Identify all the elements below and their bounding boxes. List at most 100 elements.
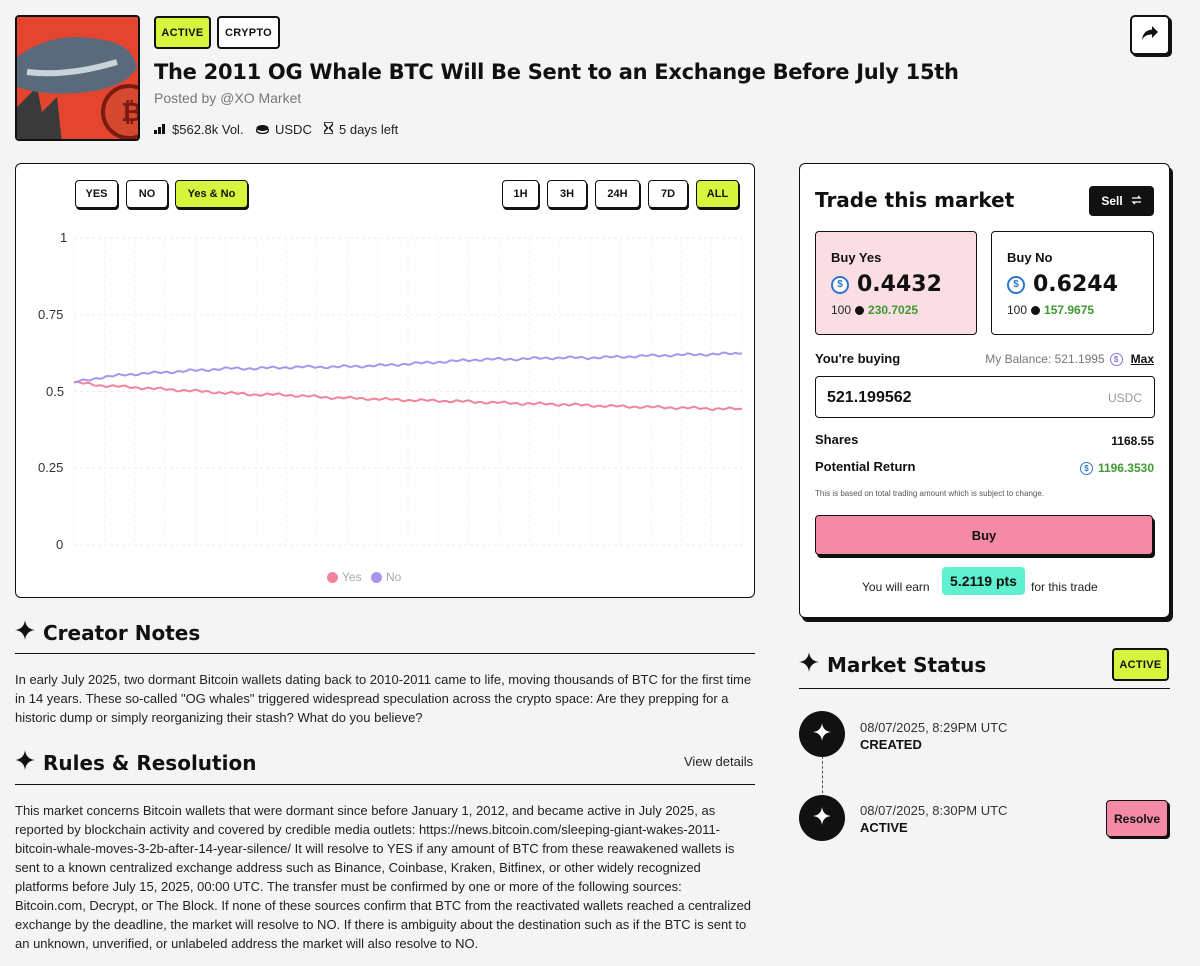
shares-value: 1168.55 <box>1111 434 1154 448</box>
series-line-no <box>73 351 743 384</box>
timeline-state: ACTIVE <box>860 820 908 835</box>
timeline-state: CREATED <box>860 737 922 752</box>
filter-yes-button[interactable]: YES <box>75 180 118 208</box>
series-line-yes <box>73 380 743 412</box>
y-tick-label: 1 <box>60 230 68 245</box>
range-all-button[interactable]: ALL <box>696 180 739 208</box>
price-chart-card: YES NO Yes & No 1H 3H 24H 7D ALL 1 0.75 … <box>15 163 755 598</box>
status-tag: ACTIVE <box>154 16 211 49</box>
buy-no-return-row: 100 157.9675 <box>1007 303 1094 317</box>
points-badge: 5.2119 pts <box>942 567 1025 595</box>
arrow-icon <box>855 305 865 315</box>
buy-yes-qty: 100 <box>831 303 852 317</box>
bar-chart-icon <box>154 122 166 137</box>
usdc-icon: $ <box>1079 461 1093 475</box>
buy-no-label: Buy No <box>1007 250 1053 265</box>
creator-notes-heading: Creator Notes <box>15 620 200 645</box>
balance-row: My Balance: 521.1995 $ Max <box>985 352 1154 366</box>
hourglass-icon <box>323 121 334 137</box>
filter-no-button[interactable]: NO <box>126 180 168 208</box>
trade-title: Trade this market <box>815 188 1015 212</box>
rules-text: This market concerns Bitcoin wallets tha… <box>15 803 752 951</box>
shares-label: Shares <box>815 432 859 447</box>
range-7d-button[interactable]: 7D <box>648 180 688 208</box>
legend-yes-swatch <box>327 571 338 583</box>
sparkle-icon <box>813 722 831 746</box>
legend-no-label: No <box>386 570 402 584</box>
currency-stat: USDC <box>255 122 312 137</box>
range-3h-button[interactable]: 3H <box>547 180 587 208</box>
buy-no-return: 157.9675 <box>1044 303 1095 317</box>
divider <box>15 653 755 654</box>
y-tick-label: 0.75 <box>38 307 64 322</box>
share-icon <box>1141 25 1159 46</box>
timeline-date: 08/07/2025, 8:29PM UTC <box>860 720 1008 735</box>
buying-label: You're buying <box>815 351 901 366</box>
resolve-button[interactable]: Resolve <box>1106 800 1168 837</box>
range-1h-button[interactable]: 1H <box>502 180 539 208</box>
buy-no-price: 0.6244 <box>1033 272 1118 297</box>
market-status-badge: ACTIVE <box>1112 648 1169 681</box>
filter-yes-no-button[interactable]: Yes & No <box>175 180 248 208</box>
earn-suffix: for this trade <box>1031 580 1098 594</box>
svg-text:₿: ₿ <box>121 98 140 128</box>
sell-toggle-button[interactable]: Sell <box>1089 186 1154 216</box>
rules-title: Rules & Resolution <box>43 750 257 775</box>
divider <box>799 688 1170 689</box>
y-tick-label: 0.5 <box>46 384 65 399</box>
max-button[interactable]: Max <box>1130 352 1154 366</box>
legend-yes[interactable]: Yes <box>327 570 362 584</box>
legend-no[interactable]: No <box>371 570 401 584</box>
usdc-icon: $ <box>1109 352 1123 366</box>
currency-label: USDC <box>275 122 312 137</box>
divider <box>15 784 755 785</box>
sparkle-icon <box>799 652 819 677</box>
timeline-connector <box>822 756 823 798</box>
posted-by[interactable]: Posted by @XO Market <box>154 90 302 106</box>
legend-no-swatch <box>371 571 382 583</box>
buy-yes-return-row: 100 230.7025 <box>831 303 918 317</box>
timeline-date: 08/07/2025, 8:30PM UTC <box>860 803 1008 818</box>
y-tick-label: 0 <box>56 537 64 552</box>
volume-stat: $562.8k Vol. <box>154 122 244 137</box>
share-button[interactable] <box>1130 15 1170 55</box>
market-status-title: Market Status <box>827 652 987 677</box>
coins-icon <box>255 122 270 137</box>
amount-input[interactable]: 521.199562 USDC <box>815 376 1155 418</box>
market-title: The 2011 OG Whale BTC Will Be Sent to an… <box>154 60 959 84</box>
view-details-link[interactable]: View details <box>684 754 754 769</box>
price-line-plot <box>73 237 743 546</box>
creator-notes-title: Creator Notes <box>43 620 201 645</box>
y-tick-label: 0.25 <box>38 460 64 475</box>
disclaimer: This is based on total trading amount wh… <box>815 489 1045 498</box>
buy-no-price-row: $ 0.6244 <box>1007 272 1118 297</box>
category-tag[interactable]: CRYPTO <box>217 16 280 49</box>
time-left-label: 5 days left <box>339 122 399 137</box>
market-thumbnail: ₿ <box>15 15 140 141</box>
earn-prefix: You will earn <box>862 580 930 594</box>
buy-button[interactable]: Buy <box>815 515 1153 555</box>
return-label: Potential Return <box>815 459 916 474</box>
usdc-icon: $ <box>1007 275 1025 294</box>
amount-value: 521.199562 <box>827 389 912 406</box>
buy-yes-return: 230.7025 <box>868 303 919 317</box>
timeline-step-active <box>799 795 845 841</box>
return-value: 1196.3530 <box>1097 461 1154 475</box>
buy-yes-label: Buy Yes <box>831 250 882 265</box>
market-status-heading: Market Status <box>799 652 986 677</box>
legend-yes-label: Yes <box>342 570 362 584</box>
sparkle-icon <box>15 750 35 775</box>
sparkle-icon <box>813 806 831 830</box>
timeline-step-created <box>799 711 845 757</box>
buy-yes-price-row: $ 0.4432 <box>831 272 942 297</box>
swap-icon <box>1131 194 1142 208</box>
creator-notes-text: In early July 2025, two dormant Bitcoin … <box>15 672 752 725</box>
buy-yes-price: 0.4432 <box>857 272 942 297</box>
volume-label: $562.8k Vol. <box>172 122 244 137</box>
buy-no-option[interactable]: Buy No $ 0.6244 100 157.9675 <box>991 231 1154 335</box>
range-24h-button[interactable]: 24H <box>595 180 640 208</box>
buy-no-qty: 100 <box>1007 303 1028 317</box>
time-left-stat: 5 days left <box>323 121 399 137</box>
buy-yes-option[interactable]: Buy Yes $ 0.4432 100 230.7025 <box>815 231 977 335</box>
usdc-icon: $ <box>831 275 849 294</box>
